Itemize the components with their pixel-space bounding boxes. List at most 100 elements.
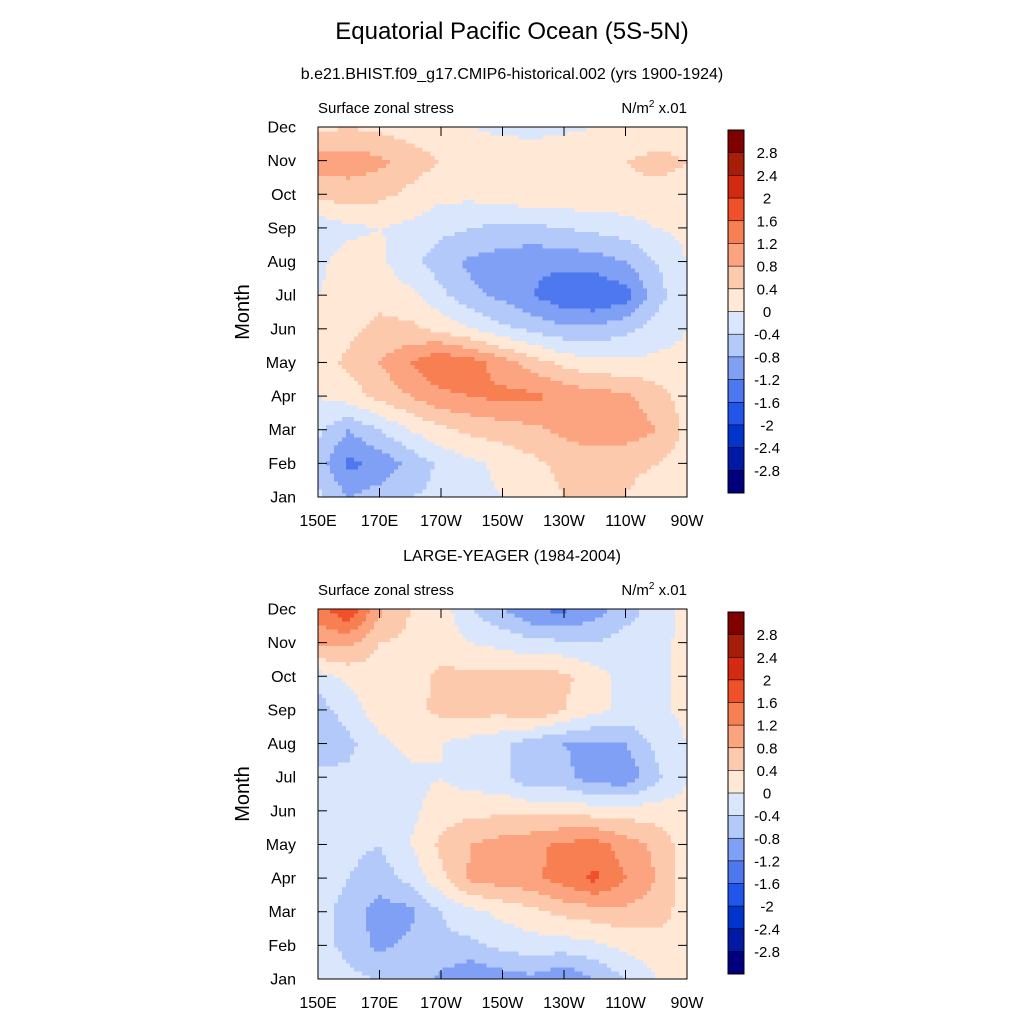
contour-cell: [662, 464, 668, 470]
contour-cell: [470, 348, 476, 353]
contour-cell: [434, 436, 439, 442]
contour-cell: [402, 396, 407, 402]
contour-cell: [578, 452, 584, 458]
contour-cell: [450, 480, 455, 486]
contour-cell: [374, 412, 379, 418]
contour-cell: [626, 356, 632, 361]
contour-cell: [494, 488, 500, 494]
contour-cell: [662, 287, 668, 293]
contour-cell: [458, 344, 463, 349]
contour-cell: [486, 352, 492, 357]
contour-cell: [586, 432, 592, 438]
contour-cell: [510, 328, 516, 333]
contour-cell: [358, 275, 363, 281]
contour-cell: [438, 376, 443, 381]
contour-cell: [358, 396, 363, 402]
contour-cell: [478, 283, 484, 289]
contour-cell: [330, 416, 335, 422]
contour-cell: [606, 396, 612, 402]
contour-cell: [422, 295, 427, 301]
contour-cell: [598, 448, 604, 454]
contour-cell: [502, 340, 508, 345]
contour-cell: [622, 368, 628, 373]
contour-cell: [682, 287, 688, 293]
contour-cell: [502, 468, 508, 474]
contour-cell: [578, 340, 584, 345]
contour-cell: [574, 460, 580, 466]
contour-cell: [674, 336, 680, 341]
contour-cell: [554, 476, 560, 482]
contour-cell: [558, 360, 564, 365]
contour-cell: [466, 388, 472, 394]
contour-cell: [626, 388, 632, 394]
contour-cell: [634, 360, 640, 365]
contour-cell: [394, 440, 399, 446]
contour-cell: [382, 320, 387, 325]
contour-cell: [466, 488, 472, 494]
contour-cell: [374, 384, 379, 390]
contour-cell: [422, 312, 427, 317]
contour-cell: [646, 492, 652, 498]
contour-cell: [674, 464, 680, 470]
contour-cell: [398, 307, 403, 313]
contour-cell: [386, 312, 391, 317]
contour-cell: [574, 372, 580, 377]
contour-cell: [510, 404, 516, 410]
contour-cell: [370, 388, 375, 394]
contour-cell: [450, 420, 455, 426]
contour-cell: [470, 295, 476, 301]
contour-cell: [606, 444, 612, 450]
contour-cell: [478, 440, 484, 446]
contour-cell: [682, 372, 688, 377]
contour-cell: [426, 392, 431, 398]
contour-cell: [614, 460, 620, 466]
contour-cell: [670, 392, 676, 398]
contour-cell: [506, 476, 512, 482]
contour-cell: [682, 299, 688, 305]
contour-cell: [434, 324, 439, 329]
contour-cell: [578, 380, 584, 385]
contour-cell: [678, 432, 684, 438]
contour-cell: [342, 432, 347, 438]
contour-cell: [658, 332, 664, 337]
contour-cell: [366, 440, 371, 446]
contour-cell: [462, 291, 467, 297]
contour-cell: [574, 348, 580, 353]
contour-cell: [606, 287, 612, 293]
contour-cell: [602, 376, 608, 381]
contour-cell: [614, 464, 620, 470]
contour-cell: [634, 303, 640, 309]
contour-cell: [486, 299, 492, 305]
contour-cell: [330, 480, 335, 486]
contour-cell: [486, 436, 492, 442]
contour-cell: [338, 456, 343, 462]
contour-cell: [678, 312, 684, 317]
contour-cell: [394, 360, 399, 365]
contour-cell: [382, 328, 387, 333]
contour-cell: [526, 452, 532, 458]
contour-cell: [394, 283, 399, 289]
contour-cell: [442, 364, 447, 369]
contour-cell: [570, 456, 576, 462]
contour-cell: [450, 372, 455, 377]
contour-cell: [346, 368, 351, 373]
contour-cell: [458, 336, 463, 341]
contour-cell: [622, 480, 628, 486]
contour-cell: [346, 352, 351, 357]
contour-cell: [454, 344, 459, 349]
contour-cell: [442, 428, 447, 434]
contour-cell: [566, 287, 572, 293]
contour-cell: [550, 279, 556, 285]
contour-cell: [426, 324, 431, 329]
contour-cell: [338, 464, 343, 470]
contour-cell: [554, 368, 560, 373]
contour-cell: [650, 424, 656, 430]
contour-cell: [610, 420, 616, 426]
contour-cell: [438, 480, 443, 486]
contour-cell: [530, 412, 536, 418]
contour-cell: [650, 287, 656, 293]
contour-cell: [514, 312, 520, 317]
contour-cell: [358, 287, 363, 293]
contour-cell: [630, 340, 636, 345]
contour-cell: [630, 336, 636, 341]
